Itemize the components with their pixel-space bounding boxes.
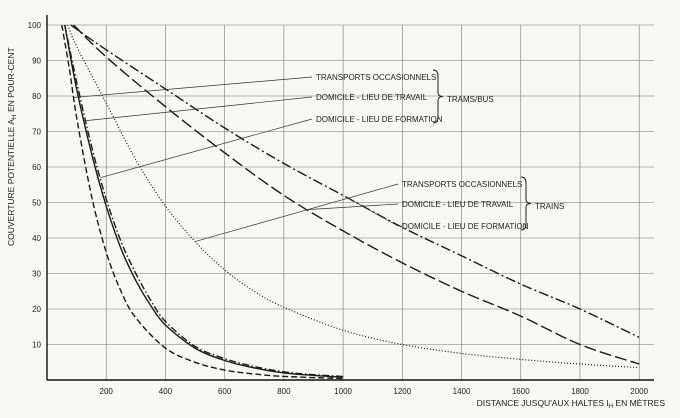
y-tick-label: 60 <box>32 163 41 172</box>
series-annotation-1-3: DOMICILE - LIEU DE FORMATION <box>316 115 443 124</box>
series-line-6 <box>70 24 640 339</box>
x-tick-label: 1000 <box>334 387 352 396</box>
y-tick-label: 70 <box>32 128 41 137</box>
x-tick-label: 1400 <box>453 387 471 396</box>
series-annotation-2-3: DOMICILE - LIEU DE FORMATION <box>402 222 529 231</box>
y-tick-label: 30 <box>32 270 41 279</box>
x-tick-label: 400 <box>159 387 173 396</box>
leader-line <box>100 118 313 178</box>
group-brace <box>520 176 532 231</box>
x-tick-label: 1200 <box>393 387 411 396</box>
x-tick-label: 2000 <box>630 387 648 396</box>
annotations: TRANSPORTS OCCASIONNELS DOMICILE - LIEU D… <box>73 69 564 242</box>
grid-lines <box>47 24 654 380</box>
series-line-1 <box>61 24 344 380</box>
group-brace <box>432 69 444 124</box>
leader-line <box>348 198 399 227</box>
series-annotation-2-1: TRANSPORTS OCCASIONNELS <box>402 180 522 189</box>
series-annotation-1-2: DOMICILE - LIEU DE TRAVAIL <box>316 93 428 102</box>
series-lines <box>61 24 640 380</box>
y-tick-label: 90 <box>32 57 41 66</box>
x-tick-label: 800 <box>277 387 291 396</box>
x-tick-label: 200 <box>100 387 114 396</box>
x-tick-label: 1800 <box>571 387 589 396</box>
x-tick-label: 600 <box>218 387 232 396</box>
series-line-3 <box>64 24 344 378</box>
y-axis-label: COUVERTURE POTENTIELLE AH EN POUR-CENT <box>6 47 18 246</box>
leader-line <box>73 76 313 98</box>
series-line-4 <box>67 24 640 369</box>
y-tick-label: 100 <box>28 21 42 30</box>
x-axis-label: DISTANCE JUSQU'AUX HALTES lH EN MÈTRES <box>477 398 666 410</box>
leader-line <box>83 96 313 122</box>
y-tick-label: 10 <box>32 341 41 350</box>
leader-line <box>194 183 399 242</box>
x-tick-labels: 200 400 600 800 1000 1200 1400 1600 1800 2000 <box>100 387 649 396</box>
group-label-2: TRAINS <box>535 202 564 211</box>
y-tick-label: 50 <box>32 199 41 208</box>
y-tick-labels: 10 20 30 40 50 60 70 80 90 100 <box>28 21 42 350</box>
series-annotation-1-1: TRANSPORTS OCCASIONNELS <box>316 73 436 82</box>
y-tick-label: 20 <box>32 305 41 314</box>
leader-line <box>307 203 399 210</box>
y-tick-label: 80 <box>32 92 41 101</box>
x-tick-label: 1600 <box>512 387 530 396</box>
series-line-5 <box>73 24 640 365</box>
group-label-1: TRAMS/BUS <box>447 95 494 104</box>
series-line-2 <box>64 24 344 378</box>
axes <box>46 15 654 381</box>
y-tick-label: 40 <box>32 234 41 243</box>
series-annotation-2-2: DOMICILE - LIEU DE TRAVAIL <box>402 200 514 209</box>
